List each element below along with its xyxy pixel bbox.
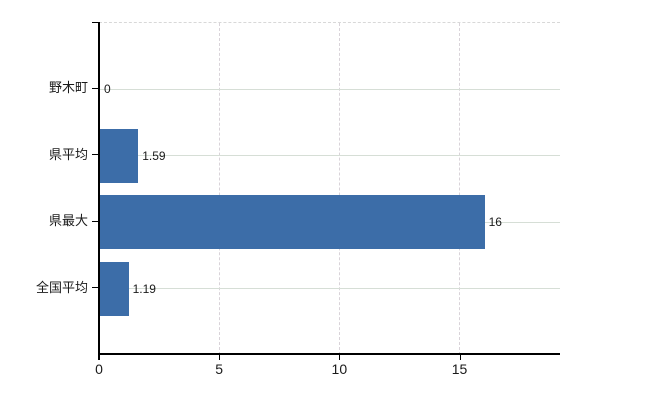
plot-area: 0 1.59 16 1.19: [99, 22, 560, 355]
bar: [100, 195, 485, 250]
bar: [100, 261, 129, 316]
y-axis-line: [98, 22, 100, 360]
x-tick-label: 15: [451, 361, 468, 377]
y-tick: [92, 22, 98, 23]
v-gridline: [218, 23, 220, 355]
v-gridline: [459, 23, 461, 355]
bar: [100, 128, 139, 183]
h-gridline: [99, 88, 560, 90]
bar-value-label: 16: [488, 215, 502, 230]
category-label: 県平均: [48, 146, 88, 162]
x-tick-label: 10: [331, 361, 348, 377]
bar-value-label: 0: [104, 82, 111, 97]
x-tick-label: 0: [95, 361, 103, 377]
x-tick: [339, 354, 341, 360]
h-gridline: [99, 155, 560, 157]
v-gridline: [338, 23, 340, 355]
bar-value-label: 1.19: [132, 281, 156, 296]
category-label: 県最大: [48, 213, 88, 229]
x-tick: [219, 354, 221, 360]
bar-value-label: 1.59: [142, 148, 166, 163]
category-label: 全国平均: [35, 279, 88, 295]
x-axis-line: [99, 353, 560, 355]
category-label: 野木町: [48, 80, 88, 96]
x-tick-label: 5: [215, 361, 224, 377]
y-tick: [92, 87, 98, 89]
h-gridline: [99, 288, 560, 290]
y-tick: [92, 154, 98, 156]
y-tick: [92, 287, 98, 289]
x-tick: [459, 354, 461, 360]
y-tick: [92, 220, 98, 222]
